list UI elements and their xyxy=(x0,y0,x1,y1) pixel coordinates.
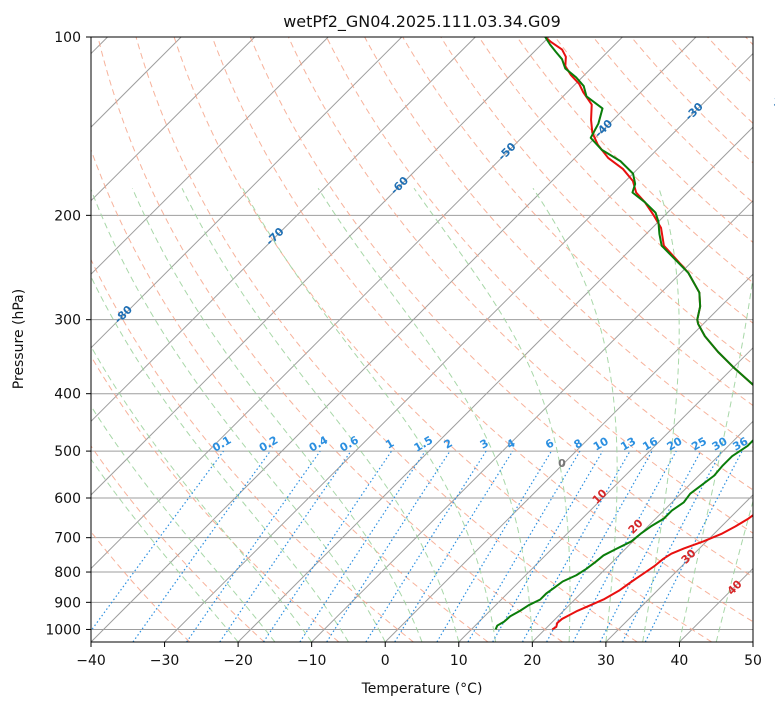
dry-adiabat-line xyxy=(287,37,753,534)
x-tick-label: −30 xyxy=(150,653,180,669)
y-axis: 100 200 300 400 500 600 700 800 900 1000 xyxy=(45,30,91,638)
y-tick-label: 400 xyxy=(54,387,81,403)
dry-adiabat-line xyxy=(592,37,753,204)
moist-adiabat-line xyxy=(91,458,239,642)
x-tick-label: 30 xyxy=(597,653,615,669)
moist-adiabat-line xyxy=(532,187,618,642)
dewpoint-line xyxy=(494,37,753,630)
mixing-ratio-line xyxy=(492,450,604,642)
isotherm-line xyxy=(91,37,623,570)
moist-adiabat-label: 0 xyxy=(558,457,566,470)
dry-adiabat-line xyxy=(630,37,753,164)
mixing-ratio-line xyxy=(546,450,653,642)
isotherm-line xyxy=(91,37,550,496)
dry-adiabat-line xyxy=(91,445,265,642)
y-tick-label: 1000 xyxy=(45,622,81,638)
isotherm-line xyxy=(237,126,753,642)
x-tick-label: 0 xyxy=(381,653,390,669)
moist-adiabat-line xyxy=(642,188,680,642)
y-tick-label: 100 xyxy=(54,30,81,46)
plot-frame xyxy=(90,36,754,643)
dry-adiabat-line xyxy=(326,37,753,491)
x-tick-label: 50 xyxy=(744,653,762,669)
x-tick-label: −40 xyxy=(76,653,106,669)
isotherm-line xyxy=(91,37,256,202)
mixing-ratio-line xyxy=(467,450,581,642)
x-tick-label: −10 xyxy=(297,653,327,669)
y-tick-label: 300 xyxy=(54,313,81,329)
moist-adiabat-line xyxy=(413,187,571,642)
x-axis-label: Temperature (°C) xyxy=(361,681,483,697)
dry-adiabat-line xyxy=(97,37,563,642)
mixing-ratio-line xyxy=(186,450,321,642)
mixing-ratio-line xyxy=(436,450,553,642)
isotherm-line xyxy=(91,37,403,349)
y-tick-label: 200 xyxy=(54,208,81,224)
x-tick-label: 10 xyxy=(450,653,468,669)
mixing-ratio-line xyxy=(91,450,225,632)
mixing-ratio-line xyxy=(521,450,631,642)
isotherm-line xyxy=(91,37,329,275)
mixing-ratio-line xyxy=(365,450,487,642)
y-tick-label: 900 xyxy=(54,595,81,611)
moist-adiabat-line xyxy=(678,273,753,642)
moist-adiabat-line xyxy=(91,275,349,642)
dry-adiabat-line xyxy=(173,37,713,642)
isotherm-label: -20 xyxy=(769,87,775,110)
y-tick-label: 700 xyxy=(54,531,81,547)
moist-adiabat-line xyxy=(91,188,386,642)
moist-adiabat-line xyxy=(715,499,753,642)
moist-adiabat-line xyxy=(131,188,423,642)
x-tick-label: 40 xyxy=(671,653,689,669)
moist-adiabat-line xyxy=(242,187,497,642)
mixing-ratio-line xyxy=(394,450,514,642)
sounding-lines xyxy=(494,37,753,631)
isotherm-line xyxy=(384,273,753,642)
mixing-ratio-line xyxy=(326,450,451,642)
chart-title: wetPf2_GN04.2025.111.03.34.G09 xyxy=(283,12,561,32)
mixing-ratio-line xyxy=(132,450,271,642)
dry-adiabat-line xyxy=(135,37,638,642)
moist-adiabat-line xyxy=(181,188,460,642)
moist-adiabat-line xyxy=(317,187,533,642)
isotherm-line xyxy=(458,347,753,642)
mixing-ratio-line xyxy=(572,450,677,642)
mixing-ratio-line xyxy=(219,450,352,642)
x-tick-label: 20 xyxy=(523,653,541,669)
isotherm-line xyxy=(605,494,753,642)
isotherm-line xyxy=(164,52,753,642)
y-tick-label: 600 xyxy=(54,491,81,507)
dry-adiabat-line xyxy=(402,37,753,407)
isotherm-line xyxy=(752,641,753,642)
x-axis: −40 −30 −20 −10 0 10 20 30 40 50 xyxy=(76,642,762,669)
y-tick-label: 500 xyxy=(54,444,81,460)
x-tick-label: −20 xyxy=(223,653,253,669)
dry-adiabat-line xyxy=(249,37,753,578)
dry-adiabat-line xyxy=(364,37,753,449)
y-axis-label: Pressure (hPa) xyxy=(11,289,27,389)
plot-area xyxy=(91,37,753,642)
isotherm-line xyxy=(91,37,476,423)
dry-adiabat-line xyxy=(91,258,414,642)
y-tick-label: 800 xyxy=(54,565,81,581)
dry-adiabat-line xyxy=(478,37,753,324)
